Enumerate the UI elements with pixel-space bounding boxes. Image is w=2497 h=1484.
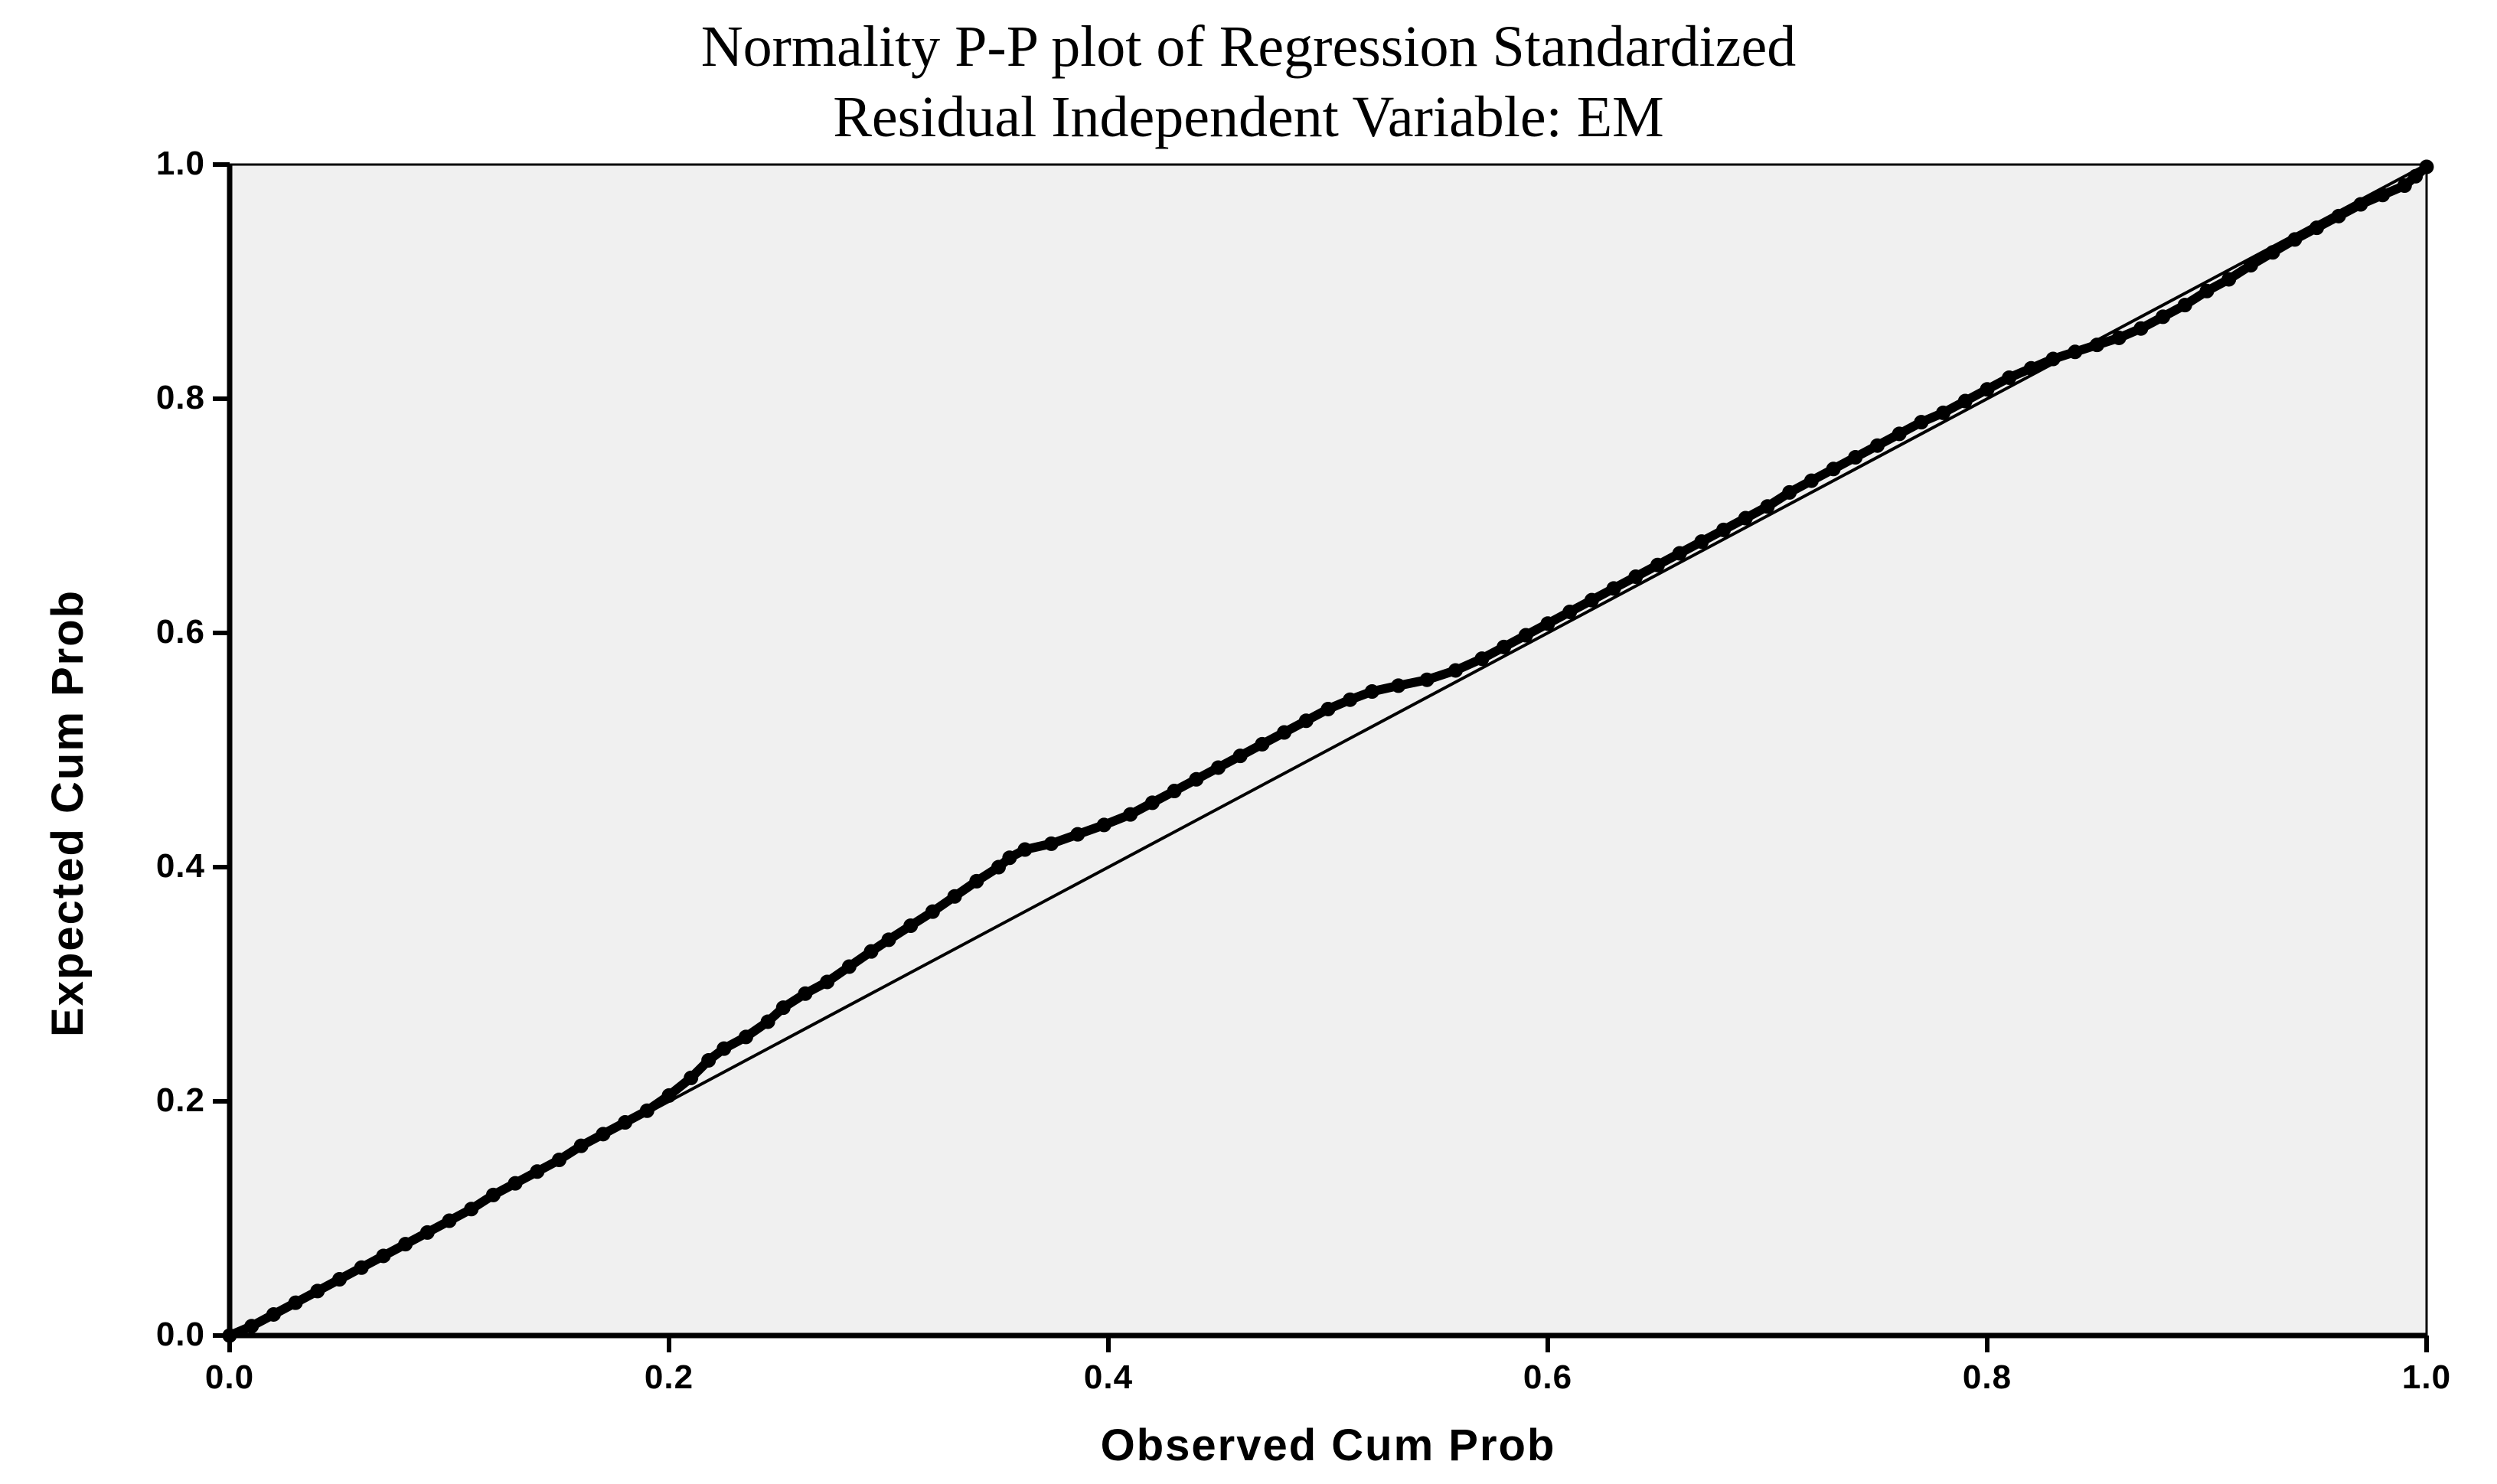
pp-plot-area (230, 165, 2427, 1336)
x-tick-label: 0.8 (1957, 1358, 2018, 1397)
chart-title-line1: Normality P-P plot of Regression Standar… (0, 14, 2497, 80)
x-tick-label: 0.2 (638, 1358, 700, 1397)
y-axis-label: Expected Cum Prob (42, 0, 93, 1037)
x-tick-label: 0.4 (1078, 1358, 1139, 1397)
y-tick-label: 1.0 (129, 145, 205, 183)
y-tick-label: 0.4 (129, 847, 205, 886)
x-tick-label: 0.6 (1517, 1358, 1578, 1397)
x-tick-label: 1.0 (2396, 1358, 2457, 1397)
pp-plot-figure: { "title": { "line1": "Normality P-P plo… (0, 0, 2497, 1484)
y-tick-label: 0.6 (129, 613, 205, 651)
x-tick-label: 0.0 (199, 1358, 260, 1397)
y-tick-label: 0.2 (129, 1081, 205, 1120)
chart-title-line2: Residual Independent Variable: EM (0, 84, 2497, 151)
y-tick-label: 0.0 (129, 1316, 205, 1354)
x-axis-label: Observed Cum Prob (230, 1420, 2427, 1471)
y-tick-label: 0.8 (129, 379, 205, 417)
